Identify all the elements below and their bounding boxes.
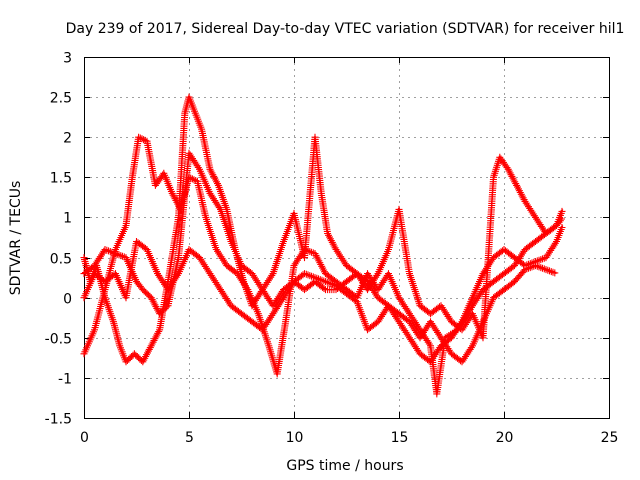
data-point [138,135,146,143]
data-point [187,174,195,182]
data-point [188,175,196,183]
data-point [540,265,548,273]
data-point [320,285,328,292]
data-point [313,274,321,282]
data-point [558,224,566,231]
y-axis-label: SDTVAR / TECUs [8,181,24,296]
chart-title: Day 239 of 2017, Sidereal Day-to-day VTE… [66,21,625,37]
data-point [537,264,545,272]
data-point [190,176,198,184]
data-point [140,136,148,144]
data-point [537,256,545,264]
data-point [323,278,331,286]
axis-ticks [84,57,610,419]
data-point [103,246,111,254]
data-point [320,277,328,285]
data-point [135,133,143,141]
plot-frame [84,57,610,419]
data-point [302,270,310,278]
y-tick-label: 1 [63,211,72,227]
data-point [526,264,534,272]
y-tick-label: -1 [58,372,72,388]
y-tick-label: 3 [63,51,72,67]
data-point [110,249,118,257]
y-tick-labels: -1.5 -1 -0.5 0 0.5 1 1.5 2 2.5 3 [45,51,72,428]
x-tick-labels: 0 5 10 15 20 25 [80,430,618,446]
data-point [547,268,555,276]
y-tick-label: 2.5 [50,91,72,107]
x-tick-label: 20 [496,430,514,446]
data-point [155,328,163,335]
data-point [113,250,121,258]
series-track-3 [80,93,566,366]
grid-lines [84,57,609,418]
y-tick-label: 0.5 [50,252,72,268]
x-tick-label: 5 [185,430,194,446]
data-point [544,266,552,274]
data-point [551,269,559,277]
x-tick-label: 10 [286,430,304,446]
data-point [316,276,324,284]
data-point [306,272,314,280]
data-point [309,273,317,281]
x-tick-label: 0 [80,430,89,446]
y-tick-label: -0.5 [45,332,72,348]
data-point [106,248,114,255]
data-series [80,93,566,398]
y-tick-label: 0 [63,292,72,308]
data-point [117,252,125,260]
data-point [523,265,531,273]
y-tick-label: 1.5 [50,171,72,187]
y-tick-label: 2 [63,131,72,147]
data-point [533,262,541,270]
data-point [327,280,335,288]
y-tick-label: -1.5 [45,412,72,428]
x-axis-label: GPS time / hours [286,458,403,474]
series-track-4 [80,238,559,366]
x-tick-label: 15 [391,430,409,446]
data-point [136,134,144,142]
x-tick-label: 25 [601,430,619,446]
data-point [558,207,566,215]
